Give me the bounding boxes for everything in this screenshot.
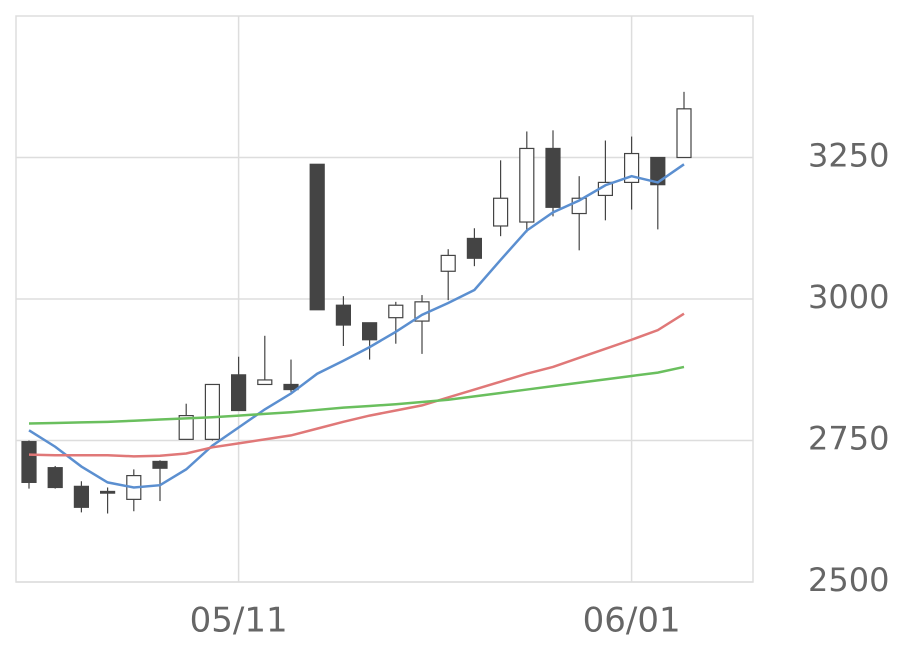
y-tick-label: 2750: [808, 420, 889, 458]
y-tick-label: 2500: [808, 561, 889, 599]
candle-body: [178, 414, 194, 440]
candle-body: [231, 374, 247, 412]
candle-body: [440, 254, 456, 272]
candle-body: [204, 383, 220, 440]
candle-body: [388, 304, 404, 319]
candle-body: [335, 304, 351, 326]
candle-body: [73, 485, 90, 508]
candle-body: [466, 237, 482, 259]
candle-body: [650, 156, 666, 186]
ma-line: [28, 365, 685, 425]
candle-body: [362, 322, 378, 341]
candle-body: [21, 441, 37, 483]
candle-body: [676, 108, 692, 159]
candle-body: [545, 147, 561, 208]
ma-line: [28, 163, 685, 489]
candle-body: [152, 460, 168, 469]
candle-body: [47, 467, 63, 489]
ma-line: [28, 312, 685, 458]
candle-body: [623, 152, 640, 184]
candle-body: [99, 490, 116, 494]
x-tick-label: 05/11: [190, 601, 288, 641]
candle-body: [257, 379, 273, 386]
candle-body: [493, 197, 509, 227]
x-tick-label: 06/01: [583, 601, 681, 641]
y-tick-label: 3000: [808, 278, 889, 316]
y-tick-label: 3250: [808, 137, 889, 175]
candle-body: [309, 163, 325, 311]
candle-body: [519, 147, 535, 223]
